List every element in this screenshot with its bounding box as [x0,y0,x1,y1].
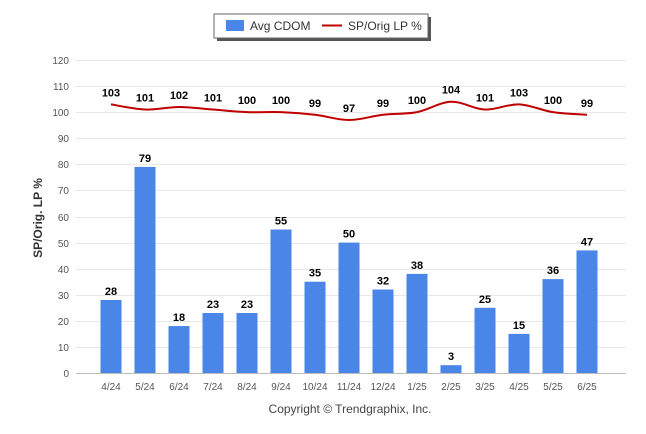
x-tick-label: 5/24 [135,382,155,393]
line-data-label: 99 [309,98,321,110]
x-tick-label: 5/25 [543,382,563,393]
y-tick-label: 30 [58,291,70,302]
line-data-label: 97 [343,103,355,115]
line-series: 103 101 102 101 100 100 99 97 99 100 104 101 103 100 9… [102,85,593,121]
line-data-label: 101 [136,93,154,105]
bar-data-label: 55 [275,216,287,228]
x-tick-label: 4/25 [509,382,529,393]
x-tick-label: 3/25 [475,382,495,393]
bar-data-label: 79 [139,153,151,165]
line-path-sp-orig [110,100,588,121]
bar-data-label: 3 [448,351,454,363]
bar-data-label: 47 [581,236,593,248]
bar [542,279,564,373]
legend-box [213,13,429,39]
copyright-text: Copyright © Trendgraphix, Inc. [269,402,432,416]
bar-data-label: 50 [343,229,355,241]
line-data-label: 103 [510,87,528,99]
bar [372,289,394,373]
y-tick-label: 110 [53,82,69,93]
x-tick-label: 10/24 [302,382,327,393]
bar-data-label: 32 [377,276,389,288]
bar [304,281,326,373]
bar-data-label: 25 [479,294,491,306]
bar [202,313,224,373]
y-tick-label: 50 [58,239,70,250]
bar-data-label: 36 [547,265,559,277]
bar [236,313,258,373]
x-tick-label: 12/24 [370,382,395,393]
y-tick-label: 120 [52,56,69,67]
bar-data-label: 23 [241,299,253,311]
y-axis-label: SP/Orig. LP % [31,178,45,258]
bar [474,307,496,373]
y-tick-label: 0 [63,369,69,380]
line-data-label: 101 [476,93,494,105]
bar [100,299,122,373]
y-tick-label: 90 [58,134,70,145]
line-data-label: 101 [204,93,222,105]
bar [270,229,292,373]
y-tick-label: 60 [58,213,70,224]
legend-label-sp-orig: SP/Orig LP % [348,19,422,33]
y-axis: 0 10 20 30 40 50 60 70 80 90 100 110 120 [52,56,69,380]
bar [134,166,156,373]
bar-data-label: 28 [105,286,117,298]
bar-data-label: 23 [207,299,219,311]
x-tick-label: 4/24 [101,382,121,393]
y-tick-label: 70 [58,186,70,197]
x-tick-label: 6/25 [577,382,597,393]
y-tick-label: 10 [58,343,70,354]
y-tick-label: 40 [58,265,70,276]
bar [338,242,360,373]
y-tick-label: 80 [58,160,70,171]
y-tick-label: 100 [52,108,69,119]
line-data-label: 100 [238,95,256,107]
legend-label-avg-cdom: Avg CDOM [250,19,310,33]
x-tick-label: 8/24 [237,382,257,393]
bar [168,326,190,373]
line-data-label: 102 [170,90,188,102]
line-data-label: 100 [272,95,290,107]
bar-data-label: 38 [411,260,423,272]
x-tick-label: 7/24 [203,382,223,393]
bar [406,273,428,373]
legend: Avg CDOM SP/Orig LP % [213,13,431,41]
bar-data-label: 18 [173,312,185,324]
legend-swatch-bar [226,20,244,31]
bar-data-label: 15 [513,320,525,332]
x-tick-label: 11/24 [337,382,362,393]
x-axis: 4/24 5/24 6/24 7/24 8/24 9/24 10/24 11/24 12/24 1… [101,382,597,393]
bar-data-label: 35 [309,268,321,280]
line-data-label: 100 [544,95,562,107]
x-tick-label: 6/24 [169,382,189,393]
line-data-label: 99 [377,98,389,110]
x-tick-label: 2/25 [441,382,461,393]
x-tick-label: 1/25 [407,382,427,393]
bar [576,250,598,373]
x-tick-label: 9/24 [271,382,291,393]
bar-series: 28 79 18 23 23 55 35 50 32 38 3 25 15 36 47 [100,153,598,373]
line-data-label: 99 [581,98,593,110]
bar [440,365,462,373]
bar [508,333,530,373]
line-data-label: 103 [102,87,120,99]
y-tick-label: 20 [58,317,70,328]
line-data-label: 100 [408,95,426,107]
line-data-label: 104 [442,85,461,97]
